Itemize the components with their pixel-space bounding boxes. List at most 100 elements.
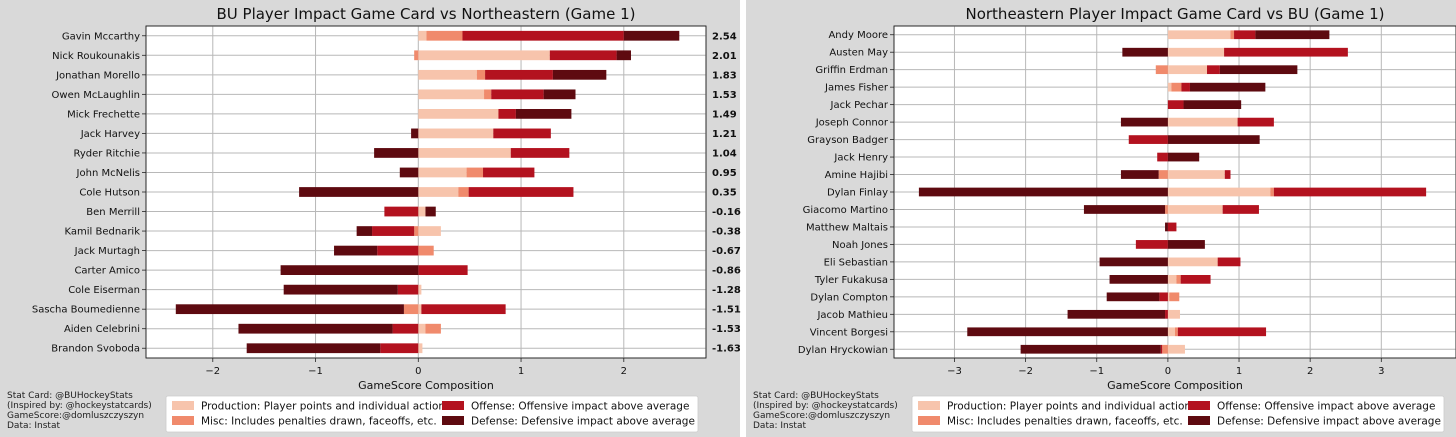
bar-offense-griffin-erdman [1207,65,1220,75]
bar-production-cole-eiserman [418,284,422,295]
bar-offense-amine-hajibi [1224,170,1231,179]
player-name: Carter Amico [74,266,140,277]
bar-misc-dylan-compton [1169,292,1180,302]
credit-line: (Inspired by: @hockeystatcards) [7,401,152,411]
legend-label-offense: Offense: Offensive impact above average [471,401,689,413]
bar-offense-austen-may [1224,47,1348,57]
gamescore-value: -1.63 [712,344,741,355]
legend-swatch-production [918,401,940,410]
gamescore-value: 1.21 [712,129,737,140]
player-name: Matthew Maltais [806,222,888,233]
gamescore-value: 1.83 [712,70,737,81]
bar-offense-eli-sebastian [1217,257,1241,267]
credit-line: (Inspired by: @hockeystatcards) [753,401,898,411]
x-tick-label: 0 [1165,366,1171,377]
x-tick-label: −2 [1018,366,1033,377]
player-name: Kamil Bednarik [65,227,141,238]
bar-defense-sascha-boumedienne [175,304,404,315]
legend-swatch-misc [918,416,940,425]
bar-defense-noah-jones [1167,240,1205,249]
bar-offense-jack-pechar [1167,100,1184,109]
bar-defense-griffin-erdman [1219,65,1298,75]
player-name: Aiden Celebrini [64,324,140,335]
bar-defense-jack-harvey [411,128,419,139]
x-tick-label: 3 [1378,366,1384,377]
bar-production-joseph-connor [1167,117,1238,127]
legend-label-misc: Misc: Includes penalties drawn, faceoffs… [201,416,437,428]
bar-production-john-mcnelis [418,167,467,178]
player-name: Noah Jones [832,240,888,251]
bar-production-andy-moore [1167,30,1231,40]
bar-offense-mick-frechette [498,109,516,119]
legend-swatch-defense [442,416,464,425]
bar-misc-tyler-fukakusa [1176,275,1181,284]
bar-defense-amine-hajibi [1120,170,1159,179]
bar-offense-jack-murtagh [377,245,419,256]
player-name: Amine Hajibi [825,170,888,181]
bar-misc-vincent-borgesi [1175,327,1178,337]
legend-box [165,395,699,433]
gamescore-value: 0.95 [712,168,737,179]
x-axis-label: GameScore Composition [358,379,494,392]
gamescore-value: 2.01 [712,51,737,62]
x-tick-label: 2 [621,366,627,377]
bar-offense-james-fisher [1181,82,1190,92]
x-tick-label: 2 [1307,366,1313,377]
bar-offense-kamil-bednarik [372,226,415,236]
bar-defense-jack-henry [1167,152,1200,162]
bar-offense-jack-harvey [493,128,551,139]
bar-defense-vincent-borgesi [967,327,1168,337]
player-name: Gavin Mccarthy [62,31,140,42]
player-name: Cole Eiserman [68,285,140,296]
bar-defense-andy-moore [1255,30,1330,40]
bar-defense-ryder-ritchie [374,148,419,158]
bar-offense-dylan-compton [1159,292,1168,302]
bar-misc-kamil-bednarik [414,226,419,236]
bar-defense-nick-roukounakis [616,50,631,61]
bar-offense-noah-jones [1135,240,1168,249]
gamescore-value: -1.51 [712,305,741,316]
legend-label-defense: Defense: Defensive impact above average [471,416,695,428]
bar-production-jack-harvey [418,128,494,139]
bar-production-aiden-celebrini [418,323,426,334]
bar-production-griffin-erdman [1167,65,1208,75]
bar-defense-brandon-svoboda [246,343,381,354]
bar-production-austen-may [1167,47,1225,57]
player-name: Joseph Connor [815,118,889,129]
player-name: Dylan Hryckowian [798,345,888,356]
bar-defense-mick-frechette [515,109,572,119]
bar-misc-giacomo-martino [1165,205,1168,214]
legend-label-production: Production: Player points and individual… [947,401,1197,413]
bar-defense-dylan-hryckowian [1020,344,1161,354]
bar-defense-matthew-maltais [1165,222,1168,232]
bar-misc-jonathan-morello [476,69,486,80]
player-name: Sascha Boumedienne [32,305,140,316]
x-tick-label: 0 [415,366,421,377]
player-name: Andy Moore [828,30,888,41]
gamescore-value: 1.49 [712,109,737,120]
player-name: Owen McLaughlin [52,90,140,101]
bar-offense-dylan-hryckowian [1160,344,1163,354]
player-name: Tyler Fukakusa [814,275,888,286]
bar-defense-jacob-mathieu [1067,309,1166,319]
bar-offense-aiden-celebrini [392,323,419,334]
bar-defense-tyler-fukakusa [1109,275,1168,284]
player-name: Dylan Finlay [827,188,888,199]
bar-offense-matthew-maltais [1167,222,1177,232]
gamescore-value: -1.53 [712,324,741,335]
panel-divider [740,0,746,437]
bar-production-dylan-hryckowian [1167,344,1185,354]
player-name: Jack Pechar [830,100,889,111]
bar-defense-aiden-celebrini [238,323,393,334]
gamescore-value: -0.67 [712,246,741,257]
player-name: Griffin Erdman [815,65,888,76]
bar-defense-cole-eiserman [283,284,398,295]
gamescore-value: 0.35 [712,188,737,199]
player-name: Vincent Borgesi [810,327,888,338]
bar-misc-gavin-mccarthy [426,30,463,41]
gamescore-value: -1.28 [712,285,741,296]
bar-production-cole-hutson [418,187,459,197]
gamescore-value: -0.16 [712,207,741,218]
bar-misc-dylan-hryckowian [1162,344,1168,354]
